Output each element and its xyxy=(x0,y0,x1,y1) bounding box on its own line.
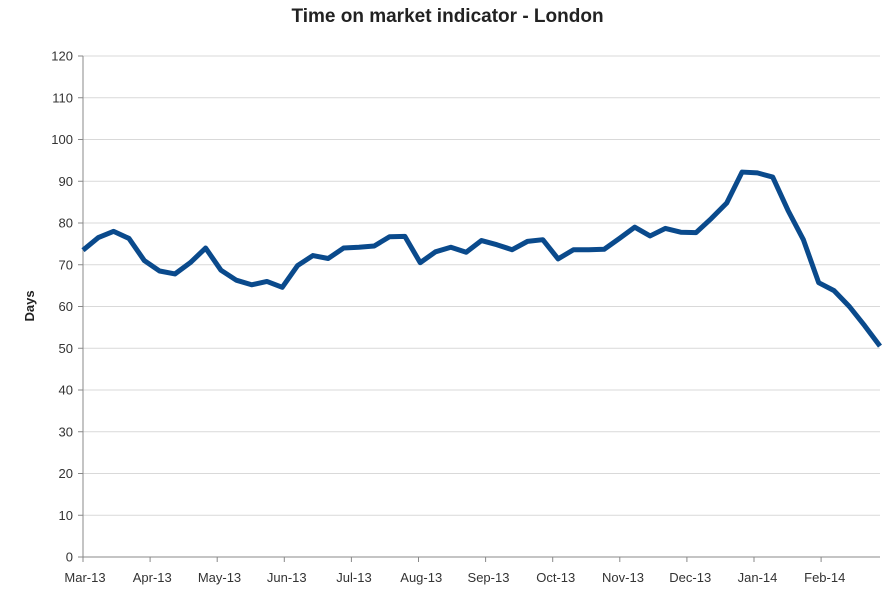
y-tick-label: 30 xyxy=(59,424,73,439)
y-tick-label: 70 xyxy=(59,257,73,272)
x-tick-label: Aug-13 xyxy=(400,570,442,585)
y-tick-label: 10 xyxy=(59,508,73,523)
x-tick-label: Sep-13 xyxy=(468,570,510,585)
x-axis-ticks: Mar-13 Apr-13 May-13 Jun-13 Jul-13 Aug-13 Sep-… xyxy=(64,557,845,585)
y-tick-label: 90 xyxy=(59,174,73,189)
x-tick-label: Jun-13 xyxy=(267,570,307,585)
x-tick-label: Nov-13 xyxy=(602,570,644,585)
y-tick-label: 60 xyxy=(59,299,73,314)
y-tick-label: 40 xyxy=(59,383,73,398)
y-tick-label: 100 xyxy=(51,132,73,147)
x-tick-label: Jul-13 xyxy=(336,570,371,585)
y-tick-label: 80 xyxy=(59,216,73,231)
series-group xyxy=(81,169,883,348)
y-tick-label: 120 xyxy=(51,49,73,64)
x-tick-label: Mar-13 xyxy=(64,570,105,585)
y-tick-label: 110 xyxy=(52,90,73,105)
x-tick-label: Apr-13 xyxy=(133,570,172,585)
y-tick-label: 20 xyxy=(59,466,73,481)
series-line xyxy=(81,169,883,348)
y-axis-title: Days xyxy=(22,290,37,321)
chart-title: Time on market indicator - London xyxy=(291,6,604,27)
x-tick-label: Feb-14 xyxy=(804,570,845,585)
grid-lines xyxy=(83,55,880,516)
y-axis-ticks: 0 10 20 30 40 50 60 70 80 90 100 110 120 xyxy=(51,49,83,565)
x-tick-label: Oct-13 xyxy=(536,570,575,585)
y-tick-label: 0 xyxy=(66,550,73,565)
x-tick-label: Dec-13 xyxy=(669,570,711,585)
y-tick-label: 50 xyxy=(59,341,73,356)
x-tick-label: Jan-14 xyxy=(738,570,778,585)
x-tick-label: May-13 xyxy=(198,570,241,585)
